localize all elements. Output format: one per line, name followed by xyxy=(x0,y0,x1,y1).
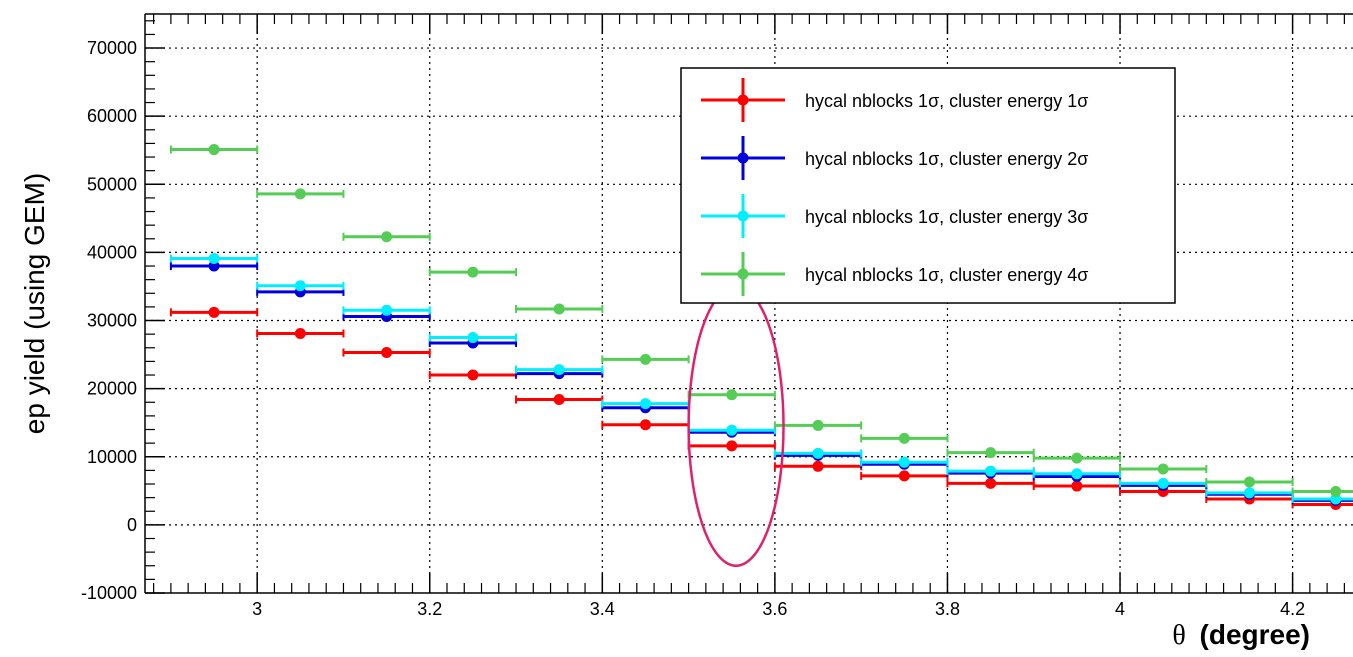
y-tick-label: 10000 xyxy=(87,447,137,467)
data-point xyxy=(1071,480,1083,492)
data-point xyxy=(553,364,565,376)
legend-swatch-marker xyxy=(737,152,749,164)
data-point xyxy=(381,231,393,243)
data-point xyxy=(812,447,824,459)
data-point xyxy=(639,398,651,410)
legend-box xyxy=(680,67,1176,304)
data-point xyxy=(467,266,479,278)
data-point xyxy=(726,440,738,452)
legend-swatch-marker xyxy=(737,210,749,222)
data-point xyxy=(208,306,220,318)
y-tick-label: 0 xyxy=(127,515,137,535)
legend-label: hycal nblocks 1σ, cluster energy 2σ xyxy=(805,149,1088,169)
legend-swatch-marker xyxy=(737,94,749,106)
y-tick-label: 50000 xyxy=(87,174,137,194)
data-point xyxy=(812,419,824,431)
y-tick-label: 40000 xyxy=(87,242,137,262)
x-tick-label: 4.2 xyxy=(1280,599,1305,619)
data-point xyxy=(985,477,997,489)
y-tick-label: 60000 xyxy=(87,106,137,126)
legend-label: hycal nblocks 1σ, cluster energy 3σ xyxy=(805,207,1088,227)
x-tick-label: 4 xyxy=(1115,599,1125,619)
data-point xyxy=(639,353,651,365)
data-point xyxy=(208,144,220,156)
data-point xyxy=(553,394,565,406)
x-tick-label: 3.8 xyxy=(935,599,960,619)
axis-ticks: -10000 0 10000 20000 30000 40000 50000 60000 700… xyxy=(81,14,1345,619)
x-tick-label: 3 xyxy=(252,599,262,619)
data-series xyxy=(169,144,1353,510)
y-axis-title: ep yield (using GEM) xyxy=(19,173,50,434)
data-point xyxy=(381,304,393,316)
data-point xyxy=(726,389,738,401)
data-point xyxy=(294,280,306,292)
data-point xyxy=(898,456,910,468)
legend: hycal nblocks 1σ, cluster energy 1σ hycal… xyxy=(680,67,1176,304)
data-point xyxy=(1071,468,1083,480)
data-point xyxy=(1071,452,1083,464)
x-axis-title-unit: (degree) xyxy=(1200,619,1310,650)
data-point xyxy=(381,347,393,359)
x-tick-label: 3.2 xyxy=(417,599,442,619)
data-point xyxy=(639,419,651,431)
data-point xyxy=(467,332,479,344)
y-tick-label: 20000 xyxy=(87,379,137,399)
data-point xyxy=(812,460,824,472)
data-point xyxy=(467,369,479,381)
data-point xyxy=(1330,486,1342,498)
data-point xyxy=(726,424,738,436)
x-tick-label: 3.4 xyxy=(590,599,615,619)
data-point xyxy=(1243,476,1255,488)
data-point xyxy=(985,465,997,477)
plot-frame xyxy=(144,13,1353,594)
data-point xyxy=(294,188,306,200)
data-point xyxy=(294,327,306,339)
series-3 xyxy=(169,253,1353,505)
data-point xyxy=(1157,477,1169,489)
data-point xyxy=(985,447,997,459)
legend-label: hycal nblocks 1σ, cluster energy 1σ xyxy=(805,91,1088,111)
data-point xyxy=(553,303,565,315)
legend-swatch-marker xyxy=(737,268,749,280)
x-axis-title-symbol: θ xyxy=(1172,620,1185,651)
data-point xyxy=(898,432,910,444)
series-4 xyxy=(169,144,1353,498)
x-tick-label: 3.6 xyxy=(762,599,787,619)
data-point xyxy=(208,253,220,265)
data-point xyxy=(898,470,910,482)
y-tick-label: 70000 xyxy=(87,38,137,58)
data-point xyxy=(1243,487,1255,499)
y-tick-label: -10000 xyxy=(81,583,137,603)
data-point xyxy=(1157,463,1169,475)
legend-label: hycal nblocks 1σ, cluster energy 4σ xyxy=(805,265,1088,285)
y-tick-label: 30000 xyxy=(87,311,137,331)
x-axis-title: θ (degree) xyxy=(1172,619,1310,651)
